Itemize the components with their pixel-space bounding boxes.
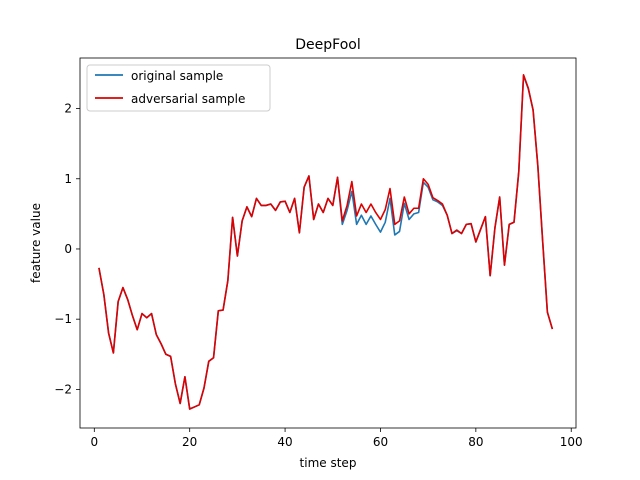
x-tick-label: 20 [182,435,197,449]
legend-label-adversarial-sample: adversarial sample [131,92,245,106]
plot-area [80,58,576,428]
y-tick-label: 1 [64,172,72,186]
x-tick-label: 60 [373,435,388,449]
legend-box [86,64,271,112]
x-tick-label: 80 [468,435,483,449]
y-axis-label: feature value [29,203,43,283]
y-axis-ticks: −2 −1 0 1 2 [54,102,80,396]
y-tick-label: −1 [54,312,72,326]
y-tick-label: −2 [54,382,72,396]
series-line-adversarial-sample [98,74,554,410]
y-tick-label: 2 [64,102,72,116]
x-axis-label: time step [300,456,357,470]
chart-title: DeepFool [295,37,360,53]
x-tick-label: 100 [560,435,583,449]
legend: original sample adversarial sample [86,64,271,112]
y-tick-label: 0 [64,242,72,256]
x-tick-label: 40 [277,435,292,449]
series-layer [98,74,554,410]
x-tick-label: 0 [90,435,98,449]
axes-frame [79,57,577,429]
x-axis-ticks: 0 20 40 60 80 100 [90,428,583,449]
legend-label-original-sample: original sample [131,69,223,83]
